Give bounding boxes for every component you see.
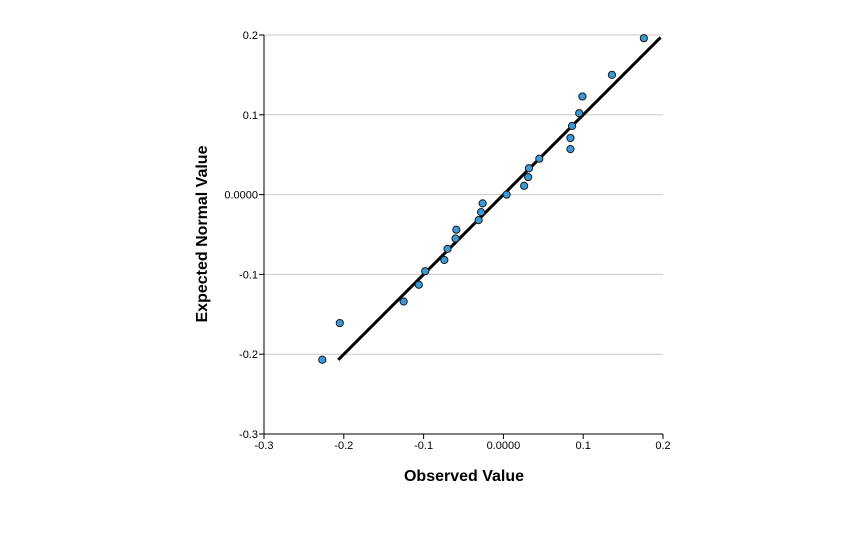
data-point <box>567 121 577 131</box>
data-point <box>443 244 452 253</box>
reference-line-group <box>337 36 662 361</box>
grid-lines <box>264 34 663 355</box>
data-point <box>474 216 483 225</box>
data-point <box>399 297 408 306</box>
x-tick-label: -0.1 <box>414 440 433 452</box>
x-tick-label: -0.2 <box>334 440 353 452</box>
data-points <box>318 34 648 364</box>
data-point <box>502 190 511 199</box>
x-axis-ticks: -0.3 -0.2 -0.1 0.0000 0.1 0.2 <box>255 434 671 452</box>
data-point <box>578 92 587 101</box>
y-tick-label: 0.0000 <box>224 190 258 202</box>
y-tick-label: 0.2 <box>243 30 258 42</box>
data-point <box>421 267 430 276</box>
data-point <box>335 318 344 328</box>
y-tick-label: -0.1 <box>239 269 258 281</box>
data-point <box>451 234 460 243</box>
data-point <box>476 208 486 217</box>
y-tick-label: -0.3 <box>239 429 258 441</box>
data-point <box>318 355 327 364</box>
x-axis-title: Observed Value <box>404 468 524 485</box>
x-tick-label: -0.3 <box>255 440 274 452</box>
data-point <box>524 172 533 182</box>
data-point <box>478 199 487 208</box>
data-point <box>524 164 534 173</box>
data-point <box>566 145 575 154</box>
data-point <box>639 34 648 43</box>
data-point <box>414 280 423 289</box>
y-axis-title: Expected Normal Value <box>194 145 211 322</box>
data-point <box>535 154 544 163</box>
x-tick-label: 0.0000 <box>487 440 521 452</box>
x-tick-label: 0.2 <box>655 440 670 452</box>
data-point <box>566 133 575 143</box>
data-point <box>520 181 529 190</box>
data-point <box>607 70 617 80</box>
data-point <box>440 255 449 265</box>
data-point <box>452 225 461 234</box>
axes <box>263 35 663 435</box>
x-tick-label: 0.1 <box>576 440 591 452</box>
y-tick-label: -0.2 <box>239 349 258 361</box>
data-point <box>575 109 584 118</box>
reference-line <box>337 36 662 361</box>
y-tick-label: 0.1 <box>243 110 258 122</box>
y-axis-ticks: -0.3 -0.2 -0.1 0.0000 0.1 0.2 <box>224 30 264 441</box>
